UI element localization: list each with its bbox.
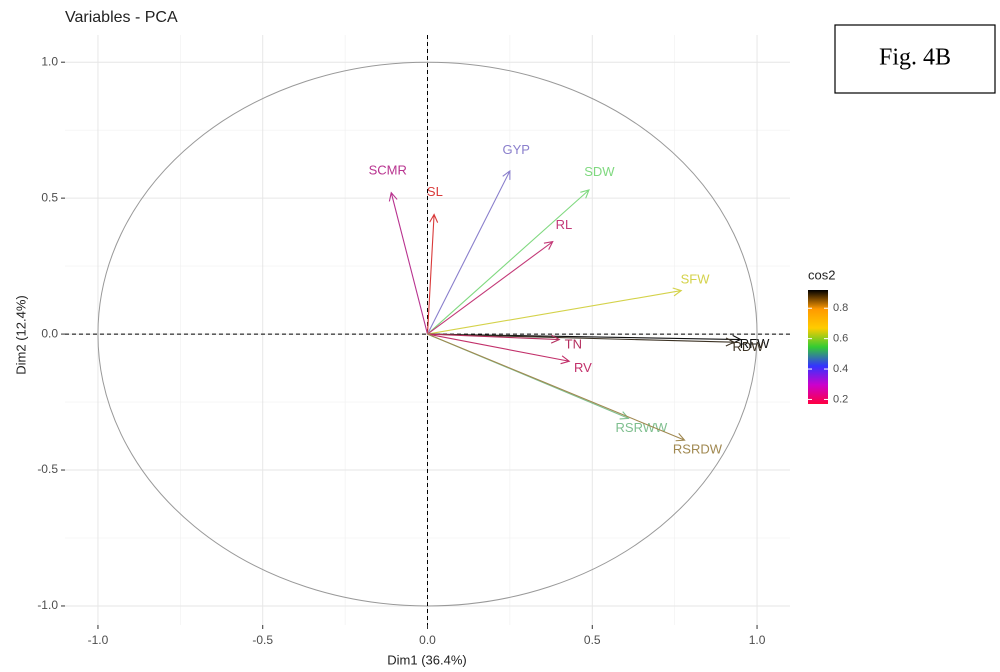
arrow [427,169,511,335]
x-tick-label: -0.5 [252,633,273,647]
arrow [426,213,439,335]
arrow [427,189,590,335]
y-tick-label: -0.5 [37,462,58,476]
arrow-label: GYP [502,142,529,157]
x-tick-label: 0.5 [584,633,601,647]
colorbar-tick-label: 0.8 [833,302,848,314]
arrow-label: RSRWW [616,420,668,435]
colorbar-tick-label: 0.4 [833,363,848,375]
arrow [427,333,561,344]
legend-title: cos2 [808,267,835,282]
y-axis-title: Dim2 (12.4%) [13,295,28,374]
arrow [427,333,736,347]
x-tick-label: 1.0 [749,633,766,647]
chart-title: Variables - PCA [65,9,178,26]
x-tick-label: 0.0 [419,633,436,647]
arrow-label: RFW [740,336,770,351]
arrow-label: RSRDW [673,442,723,457]
arrow-label: SL [427,184,443,199]
arrow [427,287,683,335]
y-tick-label: 0.0 [41,326,58,340]
colorbar-tick-label: 0.2 [833,393,848,405]
arrow [427,240,554,335]
colorbar [808,290,828,404]
arrow-label: SFW [681,272,711,287]
x-tick-label: -1.0 [88,633,109,647]
x-axis-title: Dim1 (36.4%) [387,652,466,667]
arrow [427,333,686,442]
colorbar-tick-label: 0.6 [833,333,848,345]
arrow-label: RV [574,360,592,375]
arrow-label: TN [565,336,582,351]
y-tick-label: -1.0 [37,598,58,612]
arrow-label: SDW [584,164,615,179]
arrow [388,191,429,335]
arrow-label: RL [556,217,573,232]
figure-label: Fig. 4B [879,45,951,71]
figure-label-box [834,24,996,94]
arrow-label: RDW [732,339,764,354]
arrow [427,333,571,365]
arrow-label: SCMR [369,163,407,178]
y-tick-label: 1.0 [41,54,58,68]
y-tick-label: 0.5 [41,190,58,204]
